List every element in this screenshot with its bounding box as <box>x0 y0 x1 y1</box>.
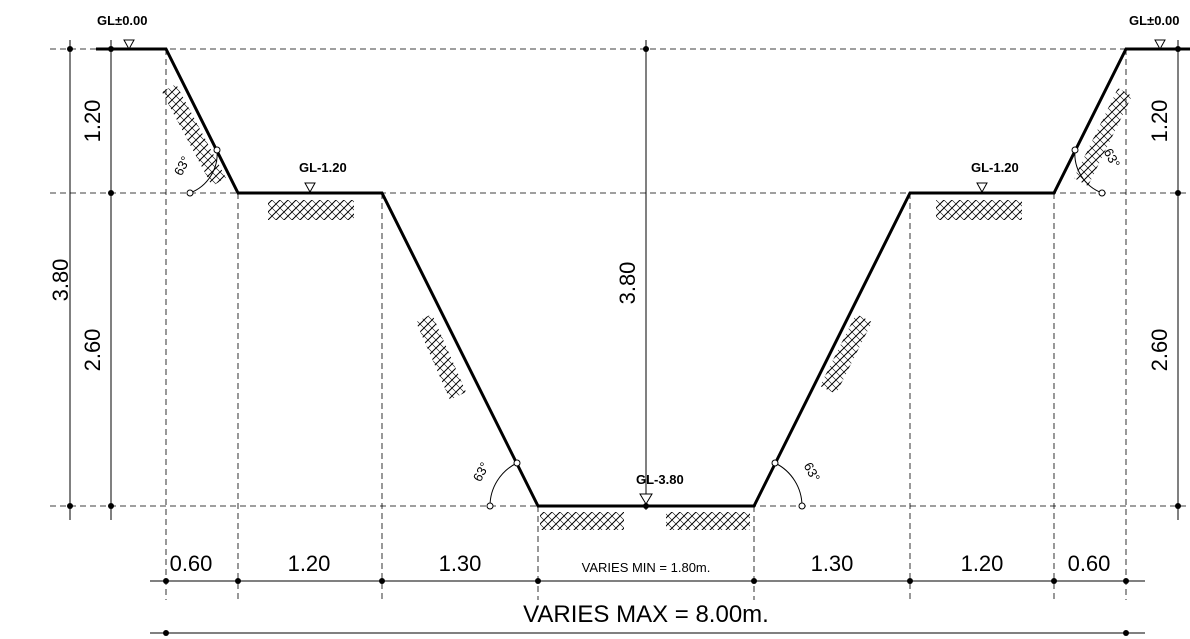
excavation-profile <box>96 47 1190 508</box>
level-label-mid-left: GL-1.20 <box>299 160 347 175</box>
dim-seg-6: 1.20 <box>961 551 1004 576</box>
dim-right-upper: 1.20 <box>1147 100 1172 143</box>
dim-seg-1: 0.60 <box>170 551 213 576</box>
dim-seg-5: 1.30 <box>811 551 854 576</box>
angle-label-lower-right: 63° <box>801 460 823 484</box>
level-label-top-right: GL±0.00 <box>1129 13 1180 28</box>
soil-hatching <box>162 84 1132 530</box>
overall-dimension-line <box>150 630 1145 636</box>
dim-left-lower: 2.60 <box>80 329 105 372</box>
level-label-top-left: GL±0.00 <box>97 13 148 28</box>
dim-seg-7: 0.60 <box>1068 551 1111 576</box>
dim-right-lower: 2.60 <box>1147 329 1172 372</box>
angle-arcs <box>186 146 1106 510</box>
horizontal-dimension-line <box>150 578 1145 584</box>
dim-overall-max: VARIES MAX = 8.00m. <box>523 601 769 628</box>
extension-lines <box>165 49 1127 600</box>
dim-seg-3: 1.30 <box>439 551 482 576</box>
dim-left-upper: 1.20 <box>80 100 105 143</box>
angle-label-lower-left: 63° <box>470 460 492 484</box>
level-label-mid-right: GL-1.20 <box>971 160 1019 175</box>
dim-seg-2: 1.20 <box>288 551 331 576</box>
level-marker-triangles <box>123 39 1166 505</box>
dim-center-depth: 3.80 <box>615 262 640 305</box>
level-label-bottom: GL-3.80 <box>636 472 684 487</box>
dim-left-total: 3.80 <box>48 259 73 302</box>
center-dimension-line <box>643 40 649 510</box>
dim-center-min: VARIES MIN = 1.80m. <box>582 560 711 575</box>
angle-label-upper-left: 63° <box>171 154 193 178</box>
right-dimension-lines <box>1175 40 1181 520</box>
